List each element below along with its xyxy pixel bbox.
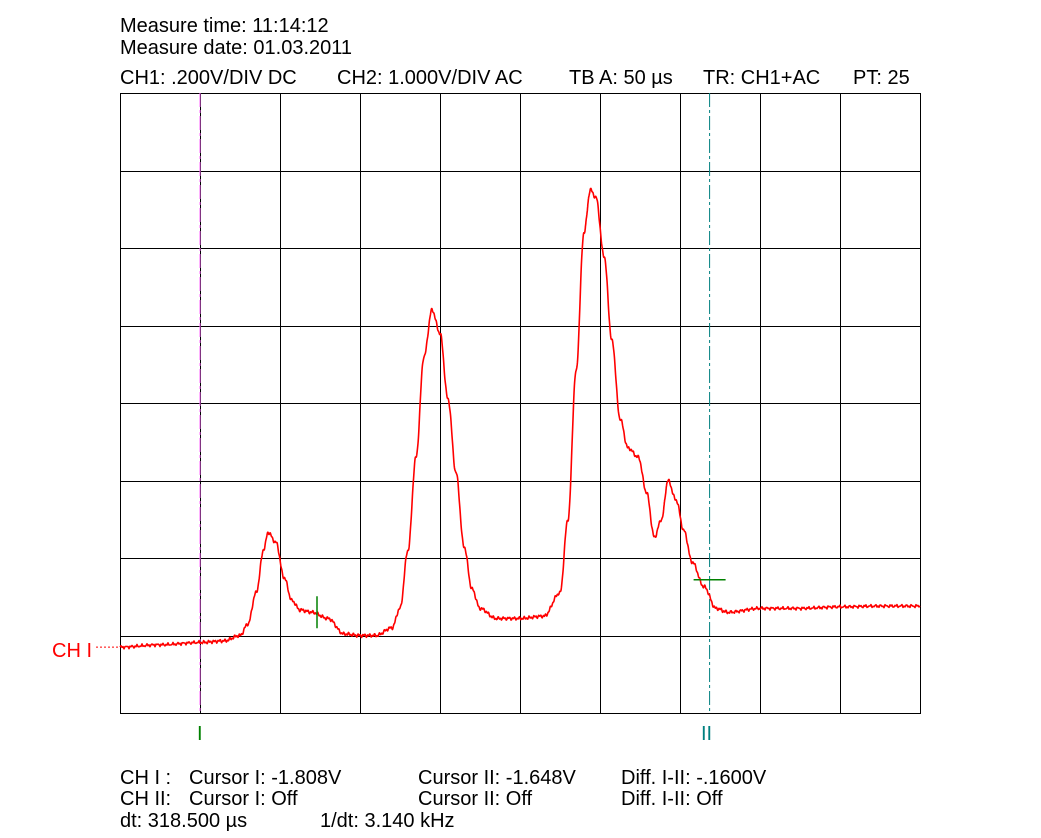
measure-time: Measure time: 11:14:12 (120, 15, 329, 37)
ch1-label: CH I : (120, 767, 172, 789)
inv-dt-value: 1/dt: 3.140 kHz (320, 810, 455, 832)
trace-series-0 (119, 187, 921, 650)
ch1-cursor2-value: Cursor II: -1.648V (418, 767, 576, 789)
ch2-cursor2-value: Cursor II: Off (418, 788, 533, 810)
channel-marker: CH I (52, 640, 92, 662)
ch2-diff-value: Diff. I-II: Off (621, 788, 723, 810)
trigger-setting: TR: CH1+AC (703, 67, 821, 89)
dt-value: dt: 318.500 µs (120, 810, 248, 832)
ch2-setting: CH2: 1.000V/DIV AC (337, 67, 523, 89)
cursor2-label: II (701, 723, 713, 745)
trace-layer (119, 187, 921, 650)
points-setting: PT: 25 (853, 67, 910, 89)
ch2-cursor1-value: Cursor I: Off (189, 788, 298, 810)
ch2-label: CH II: (120, 788, 172, 810)
timebase-setting: TB A: 50 µs (569, 67, 673, 89)
grid (120, 93, 921, 714)
measure-date: Measure date: 01.03.2011 (120, 37, 353, 59)
cursors[interactable] (199, 93, 711, 713)
ch1-diff-value: Diff. I-II: -.1600V (621, 767, 767, 789)
cursor1-label: I (197, 723, 203, 745)
ch1-cursor1-value: Cursor I: -1.808V (189, 767, 342, 789)
ch1-setting: CH1: .200V/DIV DC (120, 67, 297, 89)
marks (96, 578, 726, 648)
